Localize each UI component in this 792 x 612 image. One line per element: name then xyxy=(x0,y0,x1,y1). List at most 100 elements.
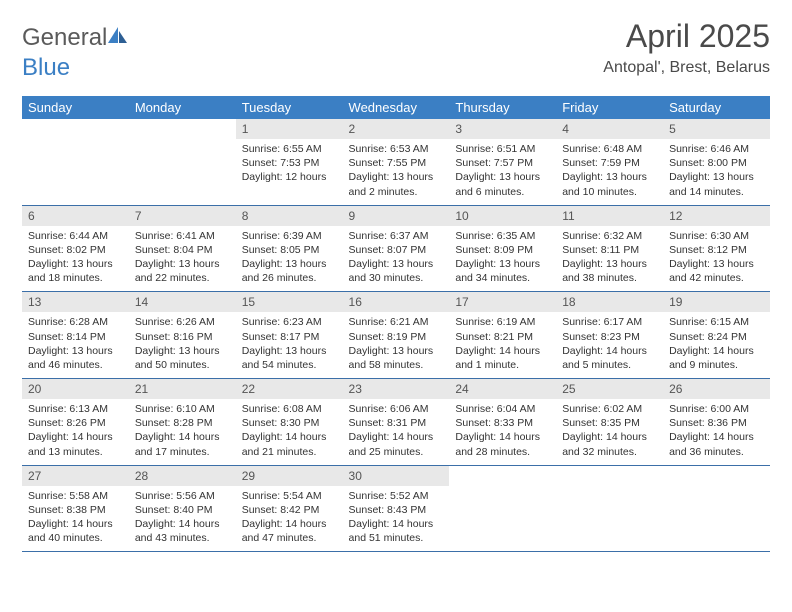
daylight-text: Daylight: 13 hours and 30 minutes. xyxy=(349,257,444,285)
day-number: 12 xyxy=(663,205,770,226)
day-cell: Sunrise: 5:56 AMSunset: 8:40 PMDaylight:… xyxy=(129,486,236,552)
weekday-header: Sunday xyxy=(22,96,129,119)
day-cell: Sunrise: 6:37 AMSunset: 8:07 PMDaylight:… xyxy=(343,226,450,292)
sunrise-text: Sunrise: 6:21 AM xyxy=(349,315,444,329)
logo-sail-icon xyxy=(108,24,128,52)
daylight-text: Daylight: 14 hours and 17 minutes. xyxy=(135,430,230,458)
sunset-text: Sunset: 8:16 PM xyxy=(135,330,230,344)
title-block: April 2025 Antopal', Brest, Belarus xyxy=(603,18,770,77)
weekday-header: Saturday xyxy=(663,96,770,119)
day-cell: Sunrise: 6:10 AMSunset: 8:28 PMDaylight:… xyxy=(129,399,236,465)
day-cell: Sunrise: 6:23 AMSunset: 8:17 PMDaylight:… xyxy=(236,312,343,378)
content-row: Sunrise: 5:58 AMSunset: 8:38 PMDaylight:… xyxy=(22,486,770,552)
daylight-text: Daylight: 13 hours and 10 minutes. xyxy=(562,170,657,198)
day-cell: Sunrise: 6:28 AMSunset: 8:14 PMDaylight:… xyxy=(22,312,129,378)
daylight-text: Daylight: 13 hours and 18 minutes. xyxy=(28,257,123,285)
sunrise-text: Sunrise: 6:53 AM xyxy=(349,142,444,156)
sunrise-text: Sunrise: 6:17 AM xyxy=(562,315,657,329)
day-number: 6 xyxy=(22,205,129,226)
sunset-text: Sunset: 8:11 PM xyxy=(562,243,657,257)
month-title: April 2025 xyxy=(603,18,770,55)
daylight-text: Daylight: 13 hours and 46 minutes. xyxy=(28,344,123,372)
daylight-text: Daylight: 13 hours and 14 minutes. xyxy=(669,170,764,198)
logo-text: General Blue xyxy=(22,24,128,82)
weekday-header: Wednesday xyxy=(343,96,450,119)
day-cell: Sunrise: 6:26 AMSunset: 8:16 PMDaylight:… xyxy=(129,312,236,378)
day-cell: Sunrise: 6:00 AMSunset: 8:36 PMDaylight:… xyxy=(663,399,770,465)
day-number: 26 xyxy=(663,379,770,400)
day-cell: Sunrise: 5:54 AMSunset: 8:42 PMDaylight:… xyxy=(236,486,343,552)
sunset-text: Sunset: 8:40 PM xyxy=(135,503,230,517)
day-number xyxy=(449,465,556,486)
daylight-text: Daylight: 14 hours and 43 minutes. xyxy=(135,517,230,545)
day-cell: Sunrise: 6:41 AMSunset: 8:04 PMDaylight:… xyxy=(129,226,236,292)
sunrise-text: Sunrise: 6:19 AM xyxy=(455,315,550,329)
sunset-text: Sunset: 8:09 PM xyxy=(455,243,550,257)
day-cell: Sunrise: 6:21 AMSunset: 8:19 PMDaylight:… xyxy=(343,312,450,378)
weekday-header: Monday xyxy=(129,96,236,119)
day-number: 22 xyxy=(236,379,343,400)
day-cell: Sunrise: 6:08 AMSunset: 8:30 PMDaylight:… xyxy=(236,399,343,465)
day-number xyxy=(663,465,770,486)
day-number xyxy=(129,119,236,139)
day-number: 8 xyxy=(236,205,343,226)
day-number: 29 xyxy=(236,465,343,486)
day-cell xyxy=(129,139,236,205)
sunset-text: Sunset: 8:00 PM xyxy=(669,156,764,170)
daylight-text: Daylight: 13 hours and 26 minutes. xyxy=(242,257,337,285)
logo-general: General xyxy=(22,24,107,51)
daylight-text: Daylight: 12 hours xyxy=(242,170,337,184)
sunrise-text: Sunrise: 6:23 AM xyxy=(242,315,337,329)
sunrise-text: Sunrise: 6:32 AM xyxy=(562,229,657,243)
day-cell: Sunrise: 6:35 AMSunset: 8:09 PMDaylight:… xyxy=(449,226,556,292)
logo: General Blue xyxy=(22,18,128,82)
daylight-text: Daylight: 14 hours and 5 minutes. xyxy=(562,344,657,372)
sunset-text: Sunset: 7:55 PM xyxy=(349,156,444,170)
calendar-table: Sunday Monday Tuesday Wednesday Thursday… xyxy=(22,96,770,552)
sunset-text: Sunset: 8:23 PM xyxy=(562,330,657,344)
daylight-text: Daylight: 13 hours and 38 minutes. xyxy=(562,257,657,285)
sunrise-text: Sunrise: 5:54 AM xyxy=(242,489,337,503)
sunrise-text: Sunrise: 6:04 AM xyxy=(455,402,550,416)
day-cell: Sunrise: 6:46 AMSunset: 8:00 PMDaylight:… xyxy=(663,139,770,205)
sunrise-text: Sunrise: 6:06 AM xyxy=(349,402,444,416)
day-cell: Sunrise: 6:19 AMSunset: 8:21 PMDaylight:… xyxy=(449,312,556,378)
daylight-text: Daylight: 14 hours and 36 minutes. xyxy=(669,430,764,458)
sunrise-text: Sunrise: 6:26 AM xyxy=(135,315,230,329)
day-number xyxy=(556,465,663,486)
sunset-text: Sunset: 8:19 PM xyxy=(349,330,444,344)
daynum-row: 27282930 xyxy=(22,465,770,486)
day-cell: Sunrise: 6:32 AMSunset: 8:11 PMDaylight:… xyxy=(556,226,663,292)
day-number: 14 xyxy=(129,292,236,313)
daylight-text: Daylight: 13 hours and 22 minutes. xyxy=(135,257,230,285)
sunset-text: Sunset: 8:17 PM xyxy=(242,330,337,344)
content-row: Sunrise: 6:28 AMSunset: 8:14 PMDaylight:… xyxy=(22,312,770,378)
daylight-text: Daylight: 14 hours and 47 minutes. xyxy=(242,517,337,545)
day-number: 13 xyxy=(22,292,129,313)
weekday-header-row: Sunday Monday Tuesday Wednesday Thursday… xyxy=(22,96,770,119)
day-number: 17 xyxy=(449,292,556,313)
sunrise-text: Sunrise: 6:00 AM xyxy=(669,402,764,416)
daynum-row: 12345 xyxy=(22,119,770,139)
daylight-text: Daylight: 13 hours and 6 minutes. xyxy=(455,170,550,198)
sunset-text: Sunset: 8:02 PM xyxy=(28,243,123,257)
day-cell: Sunrise: 6:53 AMSunset: 7:55 PMDaylight:… xyxy=(343,139,450,205)
day-number: 7 xyxy=(129,205,236,226)
day-number: 2 xyxy=(343,119,450,139)
day-cell: Sunrise: 5:58 AMSunset: 8:38 PMDaylight:… xyxy=(22,486,129,552)
day-number xyxy=(22,119,129,139)
daylight-text: Daylight: 14 hours and 1 minute. xyxy=(455,344,550,372)
day-number: 18 xyxy=(556,292,663,313)
day-number: 23 xyxy=(343,379,450,400)
day-cell: Sunrise: 6:02 AMSunset: 8:35 PMDaylight:… xyxy=(556,399,663,465)
day-cell: Sunrise: 6:51 AMSunset: 7:57 PMDaylight:… xyxy=(449,139,556,205)
sunrise-text: Sunrise: 6:28 AM xyxy=(28,315,123,329)
sunrise-text: Sunrise: 6:15 AM xyxy=(669,315,764,329)
day-cell: Sunrise: 6:48 AMSunset: 7:59 PMDaylight:… xyxy=(556,139,663,205)
sunrise-text: Sunrise: 6:02 AM xyxy=(562,402,657,416)
sunrise-text: Sunrise: 6:10 AM xyxy=(135,402,230,416)
daylight-text: Daylight: 13 hours and 58 minutes. xyxy=(349,344,444,372)
sunrise-text: Sunrise: 6:48 AM xyxy=(562,142,657,156)
logo-blue: Blue xyxy=(22,54,70,81)
weekday-header: Tuesday xyxy=(236,96,343,119)
